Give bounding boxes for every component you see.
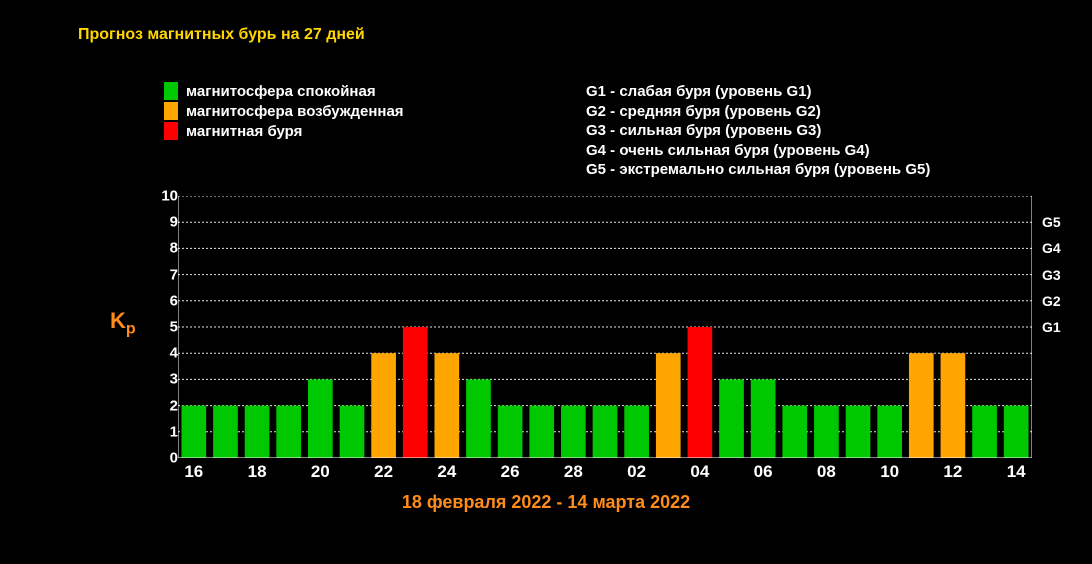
y-tick-4: 4 [154, 345, 178, 362]
x-tick-24: 24 [437, 462, 456, 482]
bar-06 [751, 379, 776, 458]
y-tick-3: 3 [154, 371, 178, 388]
bar-17 [213, 406, 238, 458]
legend-swatch-storm [164, 122, 178, 140]
bar-08 [814, 406, 839, 458]
legend-left: магнитосфера спокойная магнитосфера возб… [164, 82, 404, 142]
g-tick-G3: G3 [1042, 267, 1061, 283]
bar-28 [561, 406, 586, 458]
bar-13 [972, 406, 997, 458]
y-tick-0: 0 [154, 450, 178, 467]
y-tick-6: 6 [154, 292, 178, 309]
legend-label-storm: магнитная буря [186, 123, 302, 140]
y-tick-5: 5 [154, 319, 178, 336]
legend-g4: G4 - очень сильная буря (уровень G4) [586, 141, 930, 161]
legend-g2: G2 - средняя буря (уровень G2) [586, 102, 930, 122]
legend-g3: G3 - сильная буря (уровень G3) [586, 121, 930, 141]
x-tick-04: 04 [690, 462, 709, 482]
y-axis-ticks: 012345678910 [154, 196, 178, 458]
bar-04 [688, 327, 713, 458]
x-tick-20: 20 [311, 462, 330, 482]
legend-item-excited: магнитосфера возбужденная [164, 102, 404, 120]
legend-item-storm: магнитная буря [164, 122, 404, 140]
y-tick-9: 9 [154, 214, 178, 231]
bar-23 [403, 327, 428, 458]
x-axis-label: 18 февраля 2022 - 14 марта 2022 [0, 492, 1092, 513]
bar-24 [435, 353, 460, 458]
g-tick-G4: G4 [1042, 240, 1061, 256]
legend-label-calm: магнитосфера спокойная [186, 83, 376, 100]
bar-18 [245, 406, 270, 458]
bar-11 [909, 353, 934, 458]
chart-title: Прогноз магнитных бурь на 27 дней [78, 26, 365, 44]
bar-10 [877, 406, 902, 458]
legend-item-calm: магнитосфера спокойная [164, 82, 404, 100]
bar-16 [181, 406, 206, 458]
y-tick-10: 10 [154, 188, 178, 205]
bar-05 [719, 379, 744, 458]
legend-swatch-excited [164, 102, 178, 120]
g-tick-G1: G1 [1042, 319, 1061, 335]
bar-26 [498, 406, 523, 458]
bar-02 [624, 406, 649, 458]
x-tick-10: 10 [880, 462, 899, 482]
bar-20 [308, 379, 333, 458]
g-level-ticks: G1 G2 G3 G4 G5 [1036, 196, 1076, 458]
y-axis-label: Kp [110, 308, 136, 338]
g-tick-G5: G5 [1042, 214, 1061, 230]
bar-25 [466, 379, 491, 458]
y-tick-7: 7 [154, 266, 178, 283]
bar-19 [276, 406, 301, 458]
bar-21 [340, 406, 365, 458]
x-tick-16: 16 [184, 462, 203, 482]
legend-g1: G1 - слабая буря (уровень G1) [586, 82, 930, 102]
bar-03 [656, 353, 681, 458]
chart-container: Прогноз магнитных бурь на 27 дней магнит… [0, 0, 1092, 564]
x-tick-28: 28 [564, 462, 583, 482]
x-tick-02: 02 [627, 462, 646, 482]
y-tick-1: 1 [154, 423, 178, 440]
bar-12 [941, 353, 966, 458]
y-tick-2: 2 [154, 397, 178, 414]
x-tick-06: 06 [754, 462, 773, 482]
y-tick-8: 8 [154, 240, 178, 257]
bar-01 [593, 406, 618, 458]
bar-09 [846, 406, 871, 458]
legend-right: G1 - слабая буря (уровень G1) G2 - средн… [586, 82, 930, 180]
bar-14 [1004, 406, 1029, 458]
x-tick-18: 18 [248, 462, 267, 482]
legend-swatch-calm [164, 82, 178, 100]
x-tick-08: 08 [817, 462, 836, 482]
bar-chart [178, 196, 1032, 458]
bar-22 [371, 353, 396, 458]
bar-27 [529, 406, 554, 458]
legend-g5: G5 - экстремально сильная буря (уровень … [586, 160, 930, 180]
g-tick-G2: G2 [1042, 293, 1061, 309]
x-tick-22: 22 [374, 462, 393, 482]
x-tick-14: 14 [1007, 462, 1026, 482]
x-tick-26: 26 [501, 462, 520, 482]
legend-label-excited: магнитосфера возбужденная [186, 103, 404, 120]
x-tick-12: 12 [943, 462, 962, 482]
x-axis-ticks: 16 18 20 22 24 26 28 02 04 06 08 10 12 14 [178, 462, 1032, 492]
bar-07 [782, 406, 807, 458]
